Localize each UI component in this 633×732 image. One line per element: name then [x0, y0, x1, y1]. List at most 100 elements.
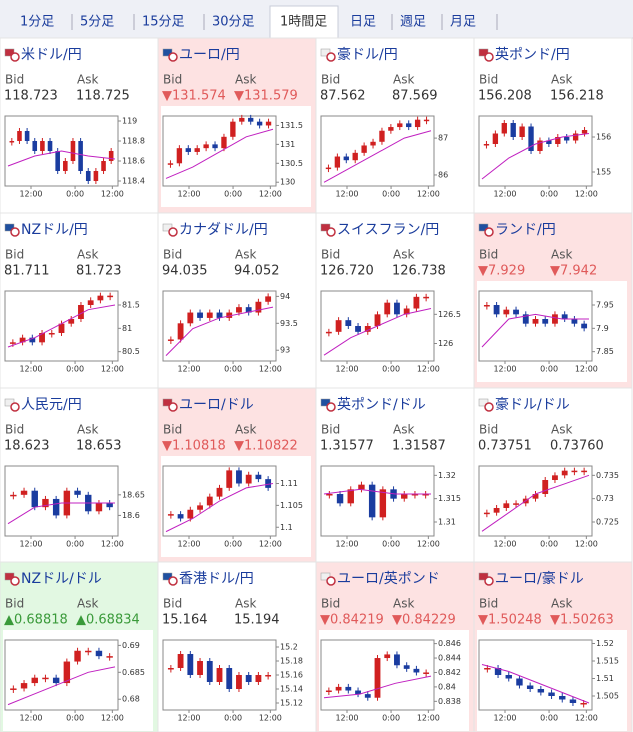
x-tick-label: 12:00: [19, 190, 42, 199]
candle: [394, 654, 400, 666]
x-tick-label: 12:00: [335, 714, 358, 723]
tab[interactable]: 15分足: [142, 15, 185, 30]
candle: [581, 470, 588, 473]
candle: [532, 319, 539, 324]
moving-average: [481, 313, 589, 348]
rate-tile[interactable]: NZドル/ドル Bid Ask ▲0.68818 ▲0.68834 0.69 0.685 0.…: [0, 561, 159, 732]
rate-tile[interactable]: 香港ドル/円 Bid Ask 15.164 15.194 15.2 15.18 15.16 15…: [157, 561, 317, 732]
pair-name[interactable]: 英ポンド/ドル: [337, 396, 426, 413]
tab[interactable]: 1時間足: [280, 15, 327, 30]
pair-name[interactable]: 香港ドル/円: [179, 571, 254, 587]
ask-label: Ask: [77, 248, 98, 262]
bid-value: 0.73751: [478, 439, 532, 454]
candle: [31, 490, 38, 508]
pair-name[interactable]: ランド/円: [495, 222, 556, 238]
rate-tile[interactable]: NZドル/円 Bid Ask 81.711 81.723 81.5 81 80.5 12:00 0…: [0, 212, 159, 389]
pair-name[interactable]: ユーロ/英ポンド: [337, 570, 440, 587]
tab[interactable]: 週足: [400, 15, 426, 30]
tab[interactable]: 月足: [450, 15, 476, 30]
candle: [358, 484, 365, 490]
candle: [167, 514, 174, 516]
rate-tile[interactable]: 人民元/円 Bid Ask 18.623 18.653 18.65 18.6 12:00 0:0…: [0, 387, 159, 563]
candle: [513, 503, 519, 505]
tab[interactable]: 30分足: [212, 15, 255, 30]
bid-label: Bid: [479, 248, 498, 262]
rate-tile[interactable]: ユーロ/英ポンド Bid Ask ▼0.84219 ▼0.84229 0.846 0.844…: [315, 561, 475, 732]
bid-value: ▼1.10818: [162, 439, 226, 454]
candle: [85, 650, 92, 653]
candle: [542, 480, 549, 494]
pair-name[interactable]: 米ドル/円: [21, 47, 82, 63]
candle: [236, 470, 242, 484]
y-tick-label: 18.65: [122, 490, 145, 499]
candle: [42, 677, 49, 680]
candle: [423, 119, 430, 122]
ask-label: Ask: [235, 73, 256, 87]
pair-name[interactable]: ユーロ/豪ドル: [495, 571, 584, 587]
rate-tile[interactable]: ランド/円 Bid Ask ▼7.929 ▼7.942 7.95 7.9 7.85 12:00 0…: [473, 212, 633, 389]
candle: [546, 140, 552, 144]
moving-average: [481, 664, 590, 704]
pair-name[interactable]: スイスフラン/円: [337, 222, 439, 238]
x-tick-label: 0:00: [66, 365, 84, 374]
x-tick-label: 12:00: [259, 714, 282, 723]
candle: [63, 661, 71, 684]
candle: [31, 677, 38, 684]
candle: [581, 130, 588, 134]
candle: [187, 654, 194, 675]
pair-name[interactable]: ユーロ/円: [179, 47, 240, 63]
pair-name[interactable]: NZドル/円: [21, 222, 88, 238]
moving-average: [165, 306, 274, 356]
pair-name[interactable]: 人民元/円: [21, 397, 82, 413]
x-tick-label: 12:00: [259, 540, 282, 549]
tab[interactable]: 1分足: [20, 15, 54, 30]
candle: [245, 474, 252, 484]
x-tick-label: 12:00: [19, 540, 42, 549]
pair-name[interactable]: ユーロ/ドル: [179, 397, 254, 413]
x-tick-label: 12:00: [575, 365, 598, 374]
pair-name[interactable]: 豪ドル/ドル: [495, 397, 570, 413]
ask-value: 126.738: [392, 264, 446, 279]
y-tick-label: 1.51: [596, 674, 614, 683]
candle: [265, 675, 272, 677]
pair-name[interactable]: カナダドル/円: [179, 222, 268, 238]
bid-label: Bid: [321, 423, 340, 437]
candle: [374, 658, 381, 698]
rate-tile[interactable]: ユーロ/豪ドル Bid Ask ▼1.50248 ▼1.50263 1.52 1.515 1.…: [473, 561, 633, 732]
tab[interactable]: 5分足: [80, 15, 114, 30]
ask-value: 81.723: [76, 264, 122, 279]
rate-tile[interactable]: 英ポンド/ドル Bid Ask 1.31577 1.31587 1.32 1.315 1.31…: [315, 387, 475, 563]
x-tick-label: 12:00: [177, 365, 200, 374]
candle: [361, 145, 367, 153]
rate-tile[interactable]: 豪ドル/ドル Bid Ask 0.73751 0.73760 0.735 0.73 0.725…: [473, 387, 633, 563]
candle: [194, 148, 200, 152]
bid-value: 81.711: [4, 264, 50, 279]
candle: [87, 300, 94, 305]
rate-tile[interactable]: スイスフラン/円 Bid Ask 126.720 126.738 126.5 126 12:0…: [315, 212, 475, 389]
candle: [336, 494, 344, 504]
pair-name[interactable]: NZドル/ドル: [21, 571, 102, 587]
candle: [39, 333, 45, 343]
x-tick-label: 0:00: [66, 190, 84, 199]
moving-average: [7, 502, 115, 525]
pair-name[interactable]: 豪ドル/円: [337, 47, 398, 63]
rate-tile[interactable]: ユーロ/円 Bid Ask ▼131.574 ▼131.579 131.5 131 130.5…: [157, 37, 317, 214]
rate-tile[interactable]: 米ドル/円 Bid Ask 118.723 118.725 119 118.8 118.6 11…: [0, 37, 159, 214]
rate-tile[interactable]: ユーロ/ドル Bid Ask ▼1.10818 ▼1.10822 1.11 1.105 1.1…: [157, 387, 317, 563]
rate-tile[interactable]: カナダドル/円 Bid Ask 94.035 94.052 94 93.5 93 12:00 0:…: [157, 212, 317, 389]
y-tick-label: 93: [280, 346, 290, 355]
rate-tile[interactable]: 豪ドル/円 Bid Ask 87.562 87.569 87 86 12:00 0:00 12:0…: [315, 37, 475, 214]
tab[interactable]: 日足: [350, 15, 376, 30]
candle: [483, 305, 490, 307]
candle: [572, 133, 579, 141]
bid-label: Bid: [5, 73, 24, 87]
candle: [197, 312, 203, 318]
flag-icon: [10, 576, 20, 586]
candle: [206, 661, 213, 682]
y-tick-label: 0.725: [596, 518, 619, 527]
y-tick-label: 18.6: [122, 511, 140, 520]
rate-tile[interactable]: 英ポンド/円 Bid Ask 156.208 156.218 156 155 12:00 0:0…: [473, 37, 633, 214]
pair-name[interactable]: 英ポンド/円: [495, 46, 570, 63]
flag-icon: [168, 402, 178, 412]
ask-label: Ask: [551, 423, 572, 437]
